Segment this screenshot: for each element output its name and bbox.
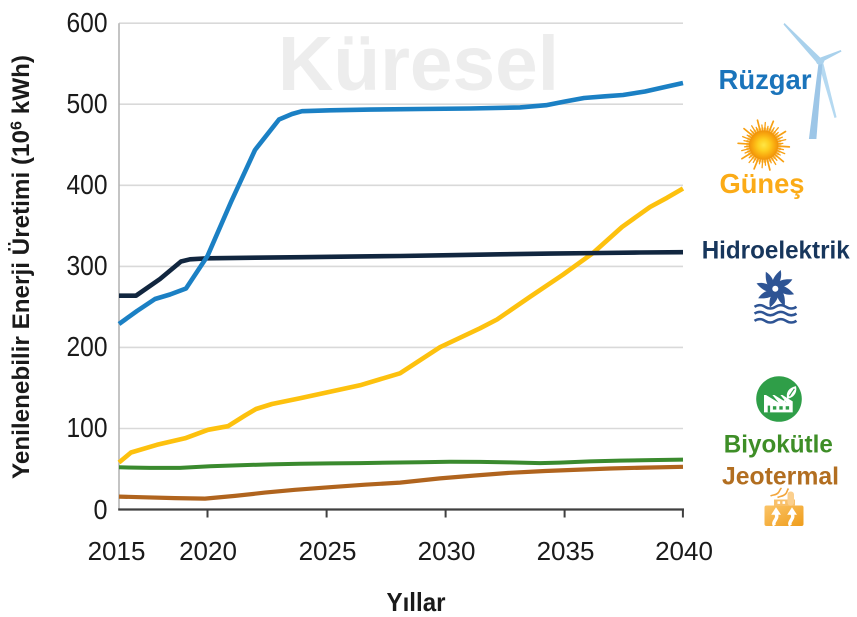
svg-text:600: 600 xyxy=(67,7,108,38)
svg-text:300: 300 xyxy=(67,250,108,281)
svg-text:Yıllar: Yıllar xyxy=(387,587,446,617)
svg-text:Rüzgar: Rüzgar xyxy=(719,64,812,95)
svg-text:Jeotermal: Jeotermal xyxy=(722,463,839,491)
svg-text:Biyokütle: Biyokütle xyxy=(724,431,833,459)
svg-text:2035: 2035 xyxy=(537,536,595,566)
svg-text:500: 500 xyxy=(67,88,108,119)
svg-text:0: 0 xyxy=(94,494,108,525)
svg-text:2015: 2015 xyxy=(88,536,146,566)
svg-text:Hidroelektrik: Hidroelektrik xyxy=(702,236,850,264)
svg-text:2025: 2025 xyxy=(299,536,357,566)
svg-text:2020: 2020 xyxy=(179,536,237,566)
svg-text:2030: 2030 xyxy=(418,536,476,566)
svg-text:100: 100 xyxy=(67,412,108,443)
svg-text:2040: 2040 xyxy=(655,536,713,566)
svg-text:Yenilenebilir Enerji Üretimi (: Yenilenebilir Enerji Üretimi (106 kWh) xyxy=(8,55,35,479)
svg-text:400: 400 xyxy=(67,169,108,200)
svg-text:200: 200 xyxy=(67,331,108,362)
svg-text:Güneş: Güneş xyxy=(720,168,805,199)
svg-text:Küresel: Küresel xyxy=(278,21,559,107)
